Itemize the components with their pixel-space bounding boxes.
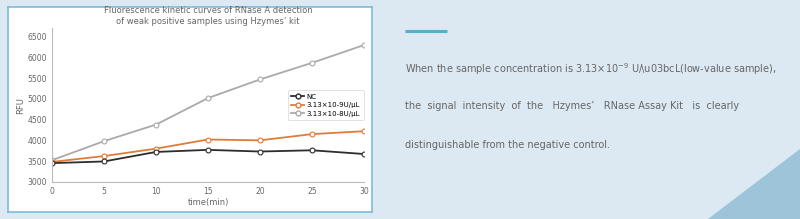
Y-axis label: RFU: RFU xyxy=(16,97,25,114)
Text: When the sample concentration is 3.13$\times$10$^{-9}$ U/\u03bcL(low-value sampl: When the sample concentration is 3.13$\t… xyxy=(405,61,777,77)
X-axis label: time(min): time(min) xyxy=(187,198,229,207)
Text: the  signal  intensity  of  the   Hzymes’   RNase Assay Kit   is  clearly: the signal intensity of the Hzymes’ RNas… xyxy=(405,101,739,111)
Text: distinguishable from the negative control.: distinguishable from the negative contro… xyxy=(405,140,610,150)
Polygon shape xyxy=(708,149,800,219)
Legend: NC, 3.13×10-9U/μL, 3.13×10-8U/μL: NC, 3.13×10-9U/μL, 3.13×10-8U/μL xyxy=(288,90,364,120)
Title: Fluorescence kinetic curves of RNase A detection
of weak positive samples using : Fluorescence kinetic curves of RNase A d… xyxy=(104,5,312,26)
